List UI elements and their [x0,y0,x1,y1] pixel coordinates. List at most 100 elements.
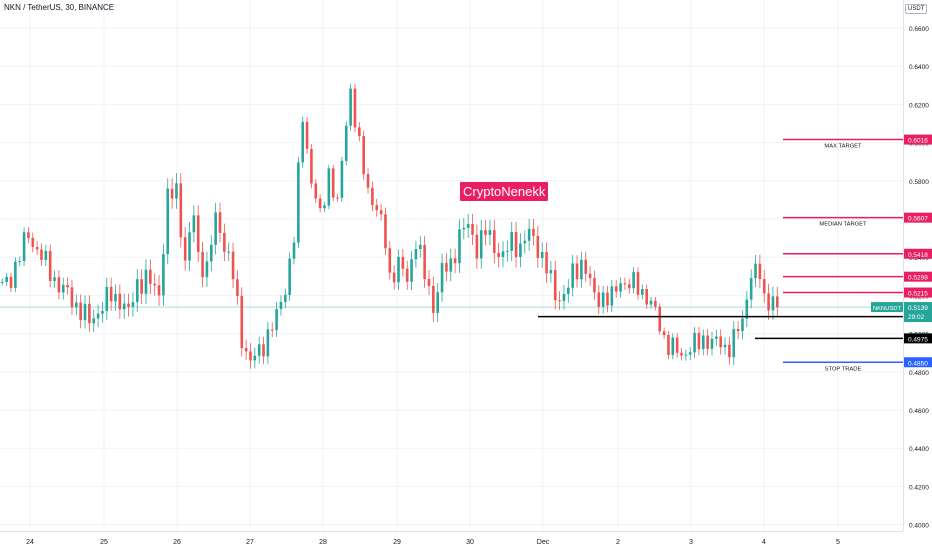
candle [527,218,531,251]
candle [523,230,527,254]
candle-body [575,263,579,280]
time-tick-label: 28 [319,539,327,546]
candle [758,254,762,289]
candle [166,178,170,265]
candle-body [405,268,409,282]
candle-body [9,276,13,288]
candle [466,213,470,238]
candle-body [209,244,213,262]
candle [366,168,370,194]
price-axis[interactable]: 0.66000.64000.62000.60000.58000.56000.54… [903,0,932,531]
candle-body [658,306,662,332]
candle [318,194,322,213]
candle [349,83,352,131]
chart-area[interactable]: MAX TARGET MEDIAN TARGET STOP TRADE NKNUSDT [0,0,903,531]
candle [135,269,139,313]
candle [266,322,270,364]
candle-body [532,228,535,236]
price-tick-label: 0.5800 [909,179,929,186]
candle-body [31,238,35,247]
candle-body [453,258,457,264]
candle-body [745,299,749,319]
candle [754,254,757,287]
candle-body [375,205,379,211]
candle [262,336,265,365]
candle-body [401,256,405,269]
candle [149,259,152,295]
countdown-label: 29:02 [908,314,925,321]
candle-body [410,259,413,282]
candle-body [92,318,96,324]
candle-body [667,335,670,355]
price-tick-label: 0.4400 [909,446,929,453]
candle [88,295,91,332]
symbol-title[interactable]: NKN / TetherUS, 30, BINANCE [4,3,115,12]
price-tick-label: 0.6600 [909,26,929,33]
time-tick-label: Dec [537,539,550,546]
candle [344,121,348,166]
candle-body [545,252,548,274]
candle-body [597,292,601,307]
price-level-badge-label: 0.5607 [908,216,928,223]
price-tick-label: 0.4200 [909,484,929,491]
candle-body [331,168,335,198]
price-tick-label: 0.4800 [909,370,929,377]
candle-body [22,232,26,262]
candle-body [18,261,22,263]
candle-body [101,311,104,314]
candle-body [314,183,318,199]
candle [53,270,56,288]
candle-body [236,279,239,296]
price-level-badge [904,287,932,298]
candle-body [697,332,701,350]
candle [144,259,148,305]
candle [35,241,39,256]
candle-body [327,168,331,206]
candle [392,265,396,290]
candle-body [488,230,492,235]
candle-body [201,251,204,278]
candle [92,309,96,332]
candle-body [288,258,291,295]
price-level-badge-label: 0.5418 [908,252,928,259]
candle-body [445,262,448,272]
candle-body [114,293,117,302]
candle [379,203,383,221]
candle-body [105,286,109,312]
time-tick-label: 3 [689,539,693,546]
candle-body [619,283,622,292]
candle-body [262,344,265,357]
candle [388,241,392,280]
candlestick-chart[interactable]: MAX TARGET MEDIAN TARGET STOP TRADE NKNUSDT [0,0,903,531]
price-axis-labels[interactable]: 0.66000.64000.62000.60000.58000.56000.54… [904,0,932,531]
candle-body [449,258,453,272]
candle-body [349,88,352,126]
candle [479,219,483,269]
candle-body [266,329,270,357]
time-axis[interactable]: 24 25 26 27 28 29 30 Dec 2 3 4 5 [0,531,903,551]
candle [723,337,727,355]
candle-body [571,263,574,288]
candle [9,272,13,292]
currency-button[interactable]: USDT [905,4,928,14]
candle [580,251,583,288]
candle [305,116,309,154]
candle [745,291,749,328]
candle [371,181,374,212]
candle [445,253,448,282]
candle-body [57,277,61,293]
candle [497,242,500,268]
candle [44,244,48,267]
candle-body [279,301,283,309]
price-level-badge-label: 0.4850 [908,360,928,367]
candle [440,253,444,302]
candle-body [227,251,231,253]
candle [61,277,65,300]
candle-body [371,187,374,206]
candle [405,260,409,290]
candle-body [122,303,126,310]
candle [279,295,283,316]
candle-body [157,285,161,296]
candle-body [627,284,631,289]
candle [553,260,557,310]
